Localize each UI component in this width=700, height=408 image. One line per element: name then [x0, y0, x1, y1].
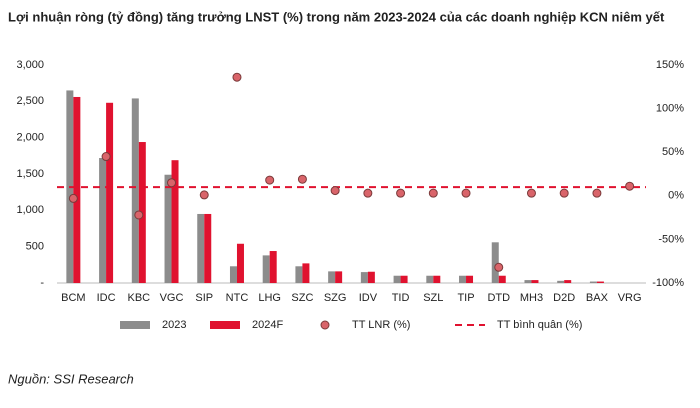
bar: [524, 280, 532, 283]
y-tick-label: 2,000: [16, 132, 44, 144]
bar: [204, 213, 212, 283]
point: [363, 188, 373, 198]
y-tick-label: 1,500: [16, 168, 44, 180]
point: [330, 186, 340, 196]
y2-tick-label: -100%: [652, 277, 684, 289]
point: [396, 188, 406, 198]
point: [297, 174, 307, 184]
x-tick-label: D2D: [553, 292, 575, 304]
bar: [73, 96, 81, 284]
x-tick-label: SZG: [324, 292, 347, 304]
point: [232, 72, 242, 82]
x-tick-label: SZC: [291, 292, 313, 304]
x-tick-label: TID: [392, 292, 410, 304]
x-tick-label: TIP: [457, 292, 474, 304]
y-tick-label: 2,500: [16, 95, 44, 107]
bar: [498, 275, 506, 283]
bar: [328, 271, 336, 283]
legend-label: TT LNR (%): [352, 319, 410, 331]
x-tick-label: DTD: [487, 292, 510, 304]
bar: [589, 281, 597, 283]
source: Nguồn: SSI Research: [8, 371, 134, 386]
x-tick-label: SZL: [423, 292, 443, 304]
legend-swatch: [120, 321, 150, 329]
legend-label: 2023: [162, 319, 186, 331]
y2-tick-label: -50%: [658, 233, 684, 245]
bar: [360, 272, 368, 283]
bar: [164, 174, 172, 283]
point: [199, 190, 209, 200]
bar: [99, 158, 107, 283]
bar: [106, 102, 114, 283]
x-tick-label: IDC: [97, 292, 116, 304]
bar: [426, 275, 434, 283]
point: [134, 210, 144, 220]
legend-swatch: [320, 320, 330, 330]
point: [625, 181, 635, 191]
y2-tick-label: 0%: [668, 190, 684, 202]
bar: [229, 266, 237, 283]
bar: [236, 243, 244, 283]
bar: [302, 263, 310, 283]
point: [101, 152, 111, 162]
bar: [171, 160, 179, 283]
point: [265, 175, 275, 185]
point: [461, 188, 471, 198]
bar: [466, 275, 474, 283]
y-tick-label: 500: [26, 241, 44, 253]
point: [68, 193, 78, 203]
bar: [367, 271, 375, 283]
y-tick-label: 3,000: [16, 59, 44, 71]
x-tick-label: KBC: [127, 292, 150, 304]
chart-title: Lợi nhuận ròng (tỷ đồng) tăng trưởng LNS…: [8, 9, 665, 24]
bar: [491, 242, 499, 283]
bar: [131, 98, 139, 283]
bar: [393, 275, 401, 283]
y2-tick-label: 50%: [662, 146, 684, 158]
x-tick-label: BAX: [586, 292, 609, 304]
x-tick-label: LHG: [258, 292, 281, 304]
bar: [531, 280, 539, 283]
x-tick-label: BCM: [61, 292, 85, 304]
x-tick-label: SIP: [195, 292, 213, 304]
bar: [459, 275, 467, 283]
point: [592, 188, 602, 198]
point: [428, 188, 438, 198]
legend-label: TT bình quân (%): [497, 319, 582, 331]
y-tick-label: 1,000: [16, 204, 44, 216]
bar: [564, 280, 572, 283]
bar: [335, 271, 343, 283]
point: [526, 188, 536, 198]
point: [167, 178, 177, 188]
x-tick-label: NTC: [226, 292, 249, 304]
point: [494, 262, 504, 272]
y2-tick-label: 150%: [656, 59, 684, 71]
bar: [197, 213, 205, 283]
bar: [557, 280, 565, 283]
bar: [433, 275, 441, 283]
y2-tick-label: 100%: [656, 103, 684, 115]
point: [559, 188, 569, 198]
bar: [295, 266, 303, 283]
x-tick-label: VGC: [160, 292, 184, 304]
bar: [596, 281, 604, 283]
legend-swatch: [210, 321, 240, 329]
legend-label: 2024F: [252, 319, 283, 331]
x-tick-label: MH3: [520, 292, 543, 304]
bar: [262, 255, 270, 283]
bar: [269, 251, 277, 283]
x-tick-label: IDV: [359, 292, 378, 304]
y-tick-label: -: [40, 277, 44, 289]
x-tick-label: VRG: [618, 292, 642, 304]
bar: [400, 275, 408, 283]
